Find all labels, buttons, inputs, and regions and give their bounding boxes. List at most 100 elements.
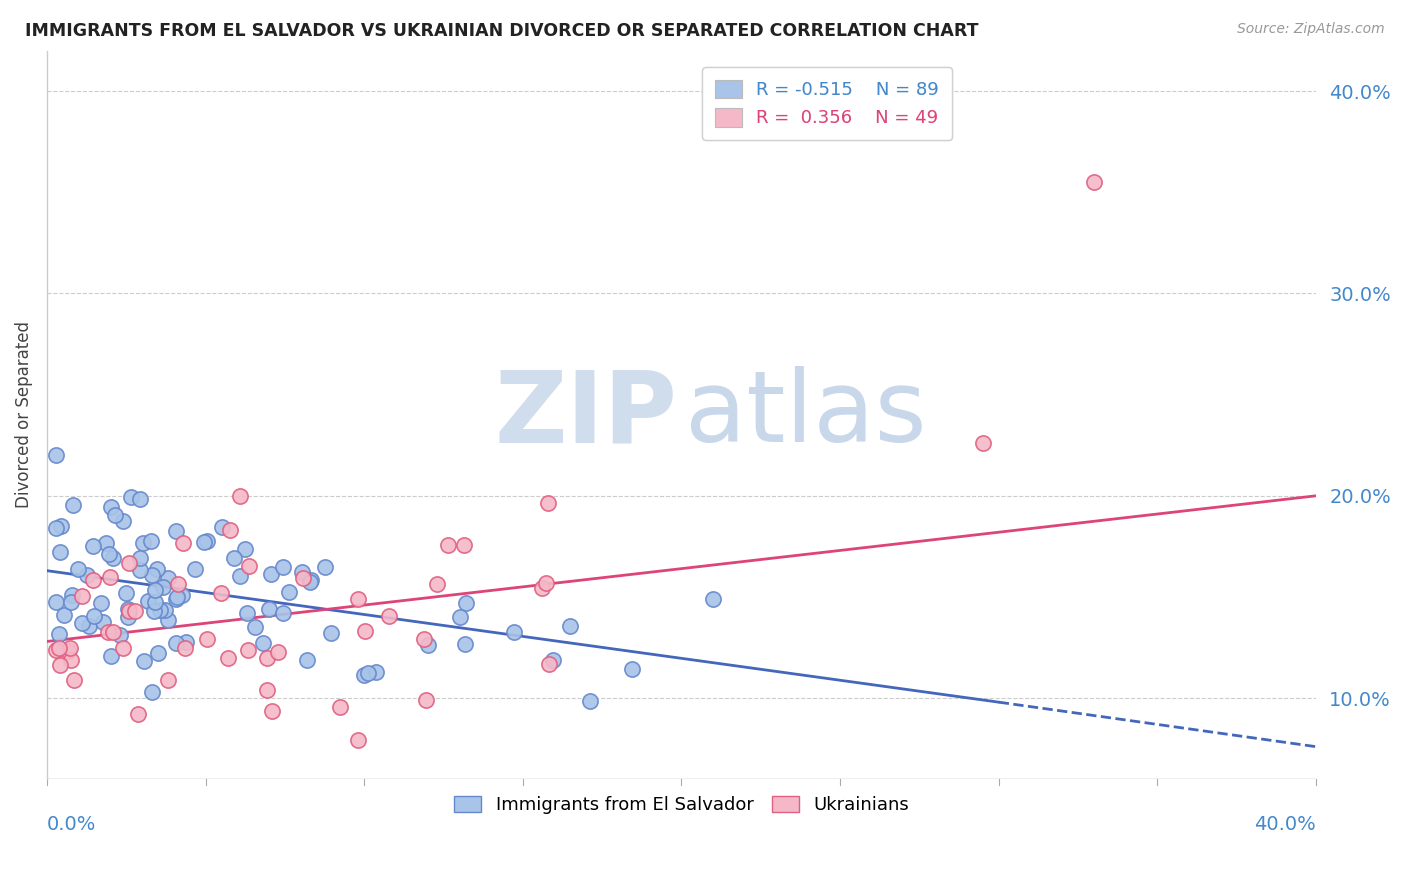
Point <box>353 668 375 682</box>
Point <box>454 637 477 651</box>
Text: 0.0%: 0.0% <box>46 815 96 835</box>
Point <box>48 640 70 655</box>
Point <box>101 551 124 566</box>
Point <box>236 606 259 620</box>
Point <box>49 519 72 533</box>
Point <box>426 577 449 591</box>
Point <box>267 645 290 659</box>
Point <box>98 570 121 584</box>
Text: ZIP: ZIP <box>495 367 678 463</box>
Point <box>143 582 166 597</box>
Point <box>60 588 83 602</box>
Point <box>156 571 179 585</box>
Point <box>298 575 321 590</box>
Point <box>58 644 80 658</box>
Point <box>278 585 301 599</box>
Point <box>366 665 388 680</box>
Point <box>449 610 471 624</box>
Point <box>157 613 180 627</box>
Point <box>173 641 195 656</box>
Point <box>131 535 153 549</box>
Point <box>82 574 104 588</box>
Point <box>111 514 134 528</box>
Point <box>377 609 399 624</box>
Point <box>152 580 174 594</box>
Point <box>129 550 152 565</box>
Point <box>217 651 239 665</box>
Point <box>174 635 197 649</box>
Point <box>537 496 560 510</box>
Point <box>184 562 207 576</box>
Point <box>118 556 141 570</box>
Point <box>271 606 294 620</box>
Point <box>148 646 170 660</box>
Point <box>145 595 167 609</box>
Point <box>141 568 163 582</box>
Point <box>141 684 163 698</box>
Point <box>45 595 67 609</box>
Point <box>530 581 553 595</box>
Point <box>149 603 172 617</box>
Point <box>49 657 72 672</box>
Point <box>456 597 478 611</box>
Point <box>257 602 280 616</box>
Point <box>256 682 278 697</box>
Point <box>579 694 602 708</box>
Point <box>260 566 283 581</box>
Point <box>59 640 82 655</box>
Point <box>100 500 122 514</box>
Point <box>70 589 93 603</box>
Point <box>558 619 581 633</box>
Point <box>453 538 475 552</box>
Point <box>115 586 138 600</box>
Point <box>238 642 260 657</box>
Point <box>295 653 318 667</box>
Point <box>166 591 188 605</box>
Point <box>537 657 560 672</box>
Point <box>153 603 176 617</box>
Point <box>117 609 139 624</box>
Point <box>52 607 75 622</box>
Point <box>238 559 260 574</box>
Point <box>299 573 322 587</box>
Point <box>157 673 180 687</box>
Point <box>49 545 72 559</box>
Point <box>354 624 377 638</box>
Point <box>229 489 252 503</box>
Point <box>166 577 188 591</box>
Point <box>229 569 252 583</box>
Point <box>103 625 125 640</box>
Point <box>291 566 314 580</box>
Point <box>620 662 643 676</box>
Point <box>90 596 112 610</box>
Point <box>45 448 67 462</box>
Point <box>170 588 193 602</box>
Point <box>357 665 380 680</box>
Point <box>104 508 127 522</box>
Point <box>60 595 83 609</box>
Point <box>77 618 100 632</box>
Point <box>256 651 278 665</box>
Text: 40.0%: 40.0% <box>1254 815 1316 835</box>
Point <box>702 591 724 606</box>
Point <box>222 551 245 566</box>
Point <box>120 490 142 504</box>
Point <box>541 653 564 667</box>
Point <box>146 562 169 576</box>
Point <box>110 628 132 642</box>
Point <box>1083 175 1105 189</box>
Point <box>60 653 83 667</box>
Point <box>82 539 104 553</box>
Point <box>98 548 121 562</box>
Point <box>436 538 458 552</box>
Point <box>219 523 242 537</box>
Point <box>211 520 233 534</box>
Point <box>128 491 150 506</box>
Point <box>195 632 218 647</box>
Point <box>195 534 218 549</box>
Point <box>292 571 315 585</box>
Point <box>271 559 294 574</box>
Point <box>62 499 84 513</box>
Point <box>48 627 70 641</box>
Point <box>136 594 159 608</box>
